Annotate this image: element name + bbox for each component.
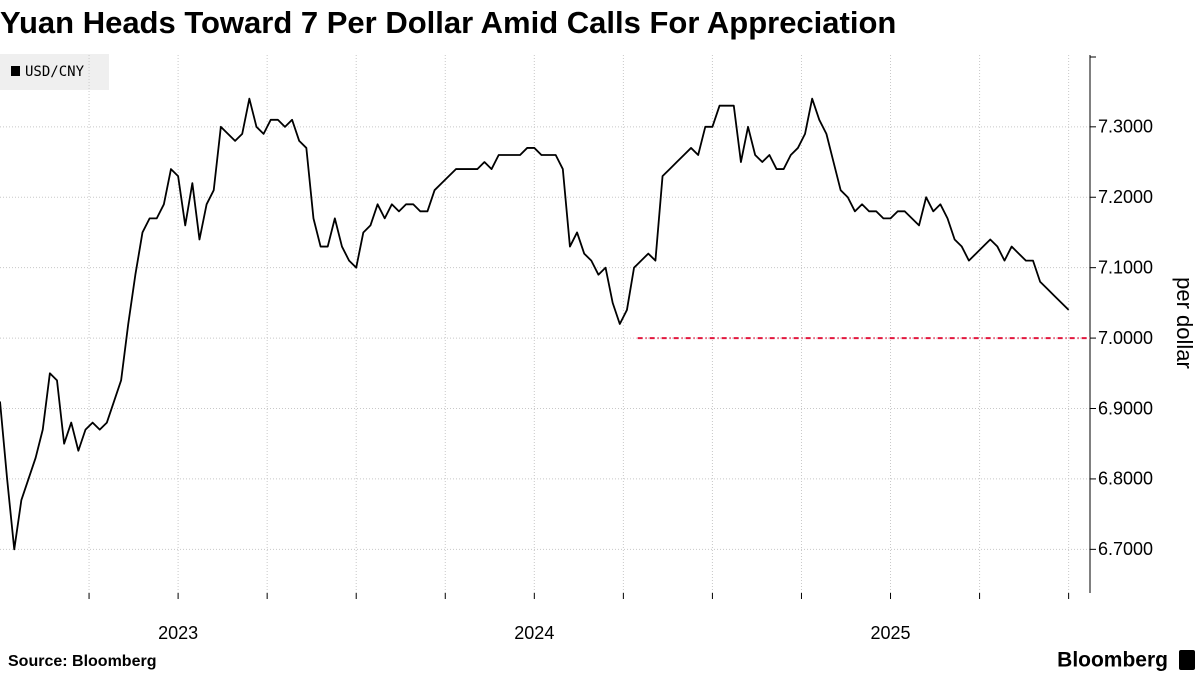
y-tick-label: 7.3000 <box>1098 117 1153 137</box>
x-tick-label: 2024 <box>514 623 554 643</box>
series-line <box>0 97 1070 551</box>
y-axis-label: per dollar <box>1172 277 1197 369</box>
chart-title: Yuan Heads Toward 7 Per Dollar Amid Call… <box>0 5 896 40</box>
legend-label: USD/CNY <box>25 64 85 80</box>
y-tick-label: 6.7000 <box>1098 539 1153 559</box>
legend-swatch <box>11 66 20 76</box>
brand: Bloomberg <box>1057 649 1168 672</box>
y-tick-label: 6.8000 <box>1098 469 1153 489</box>
x-tick-label: 2023 <box>158 623 198 643</box>
y-tick-label: 6.9000 <box>1098 398 1153 418</box>
y-tick-label: 7.1000 <box>1098 257 1153 277</box>
y-tick-label: 7.2000 <box>1098 187 1153 207</box>
y-tick-label: 7.0000 <box>1098 328 1153 348</box>
brand-icon <box>1179 650 1195 670</box>
x-tick-label: 2025 <box>870 623 910 643</box>
source: Source: Bloomberg <box>8 653 156 670</box>
